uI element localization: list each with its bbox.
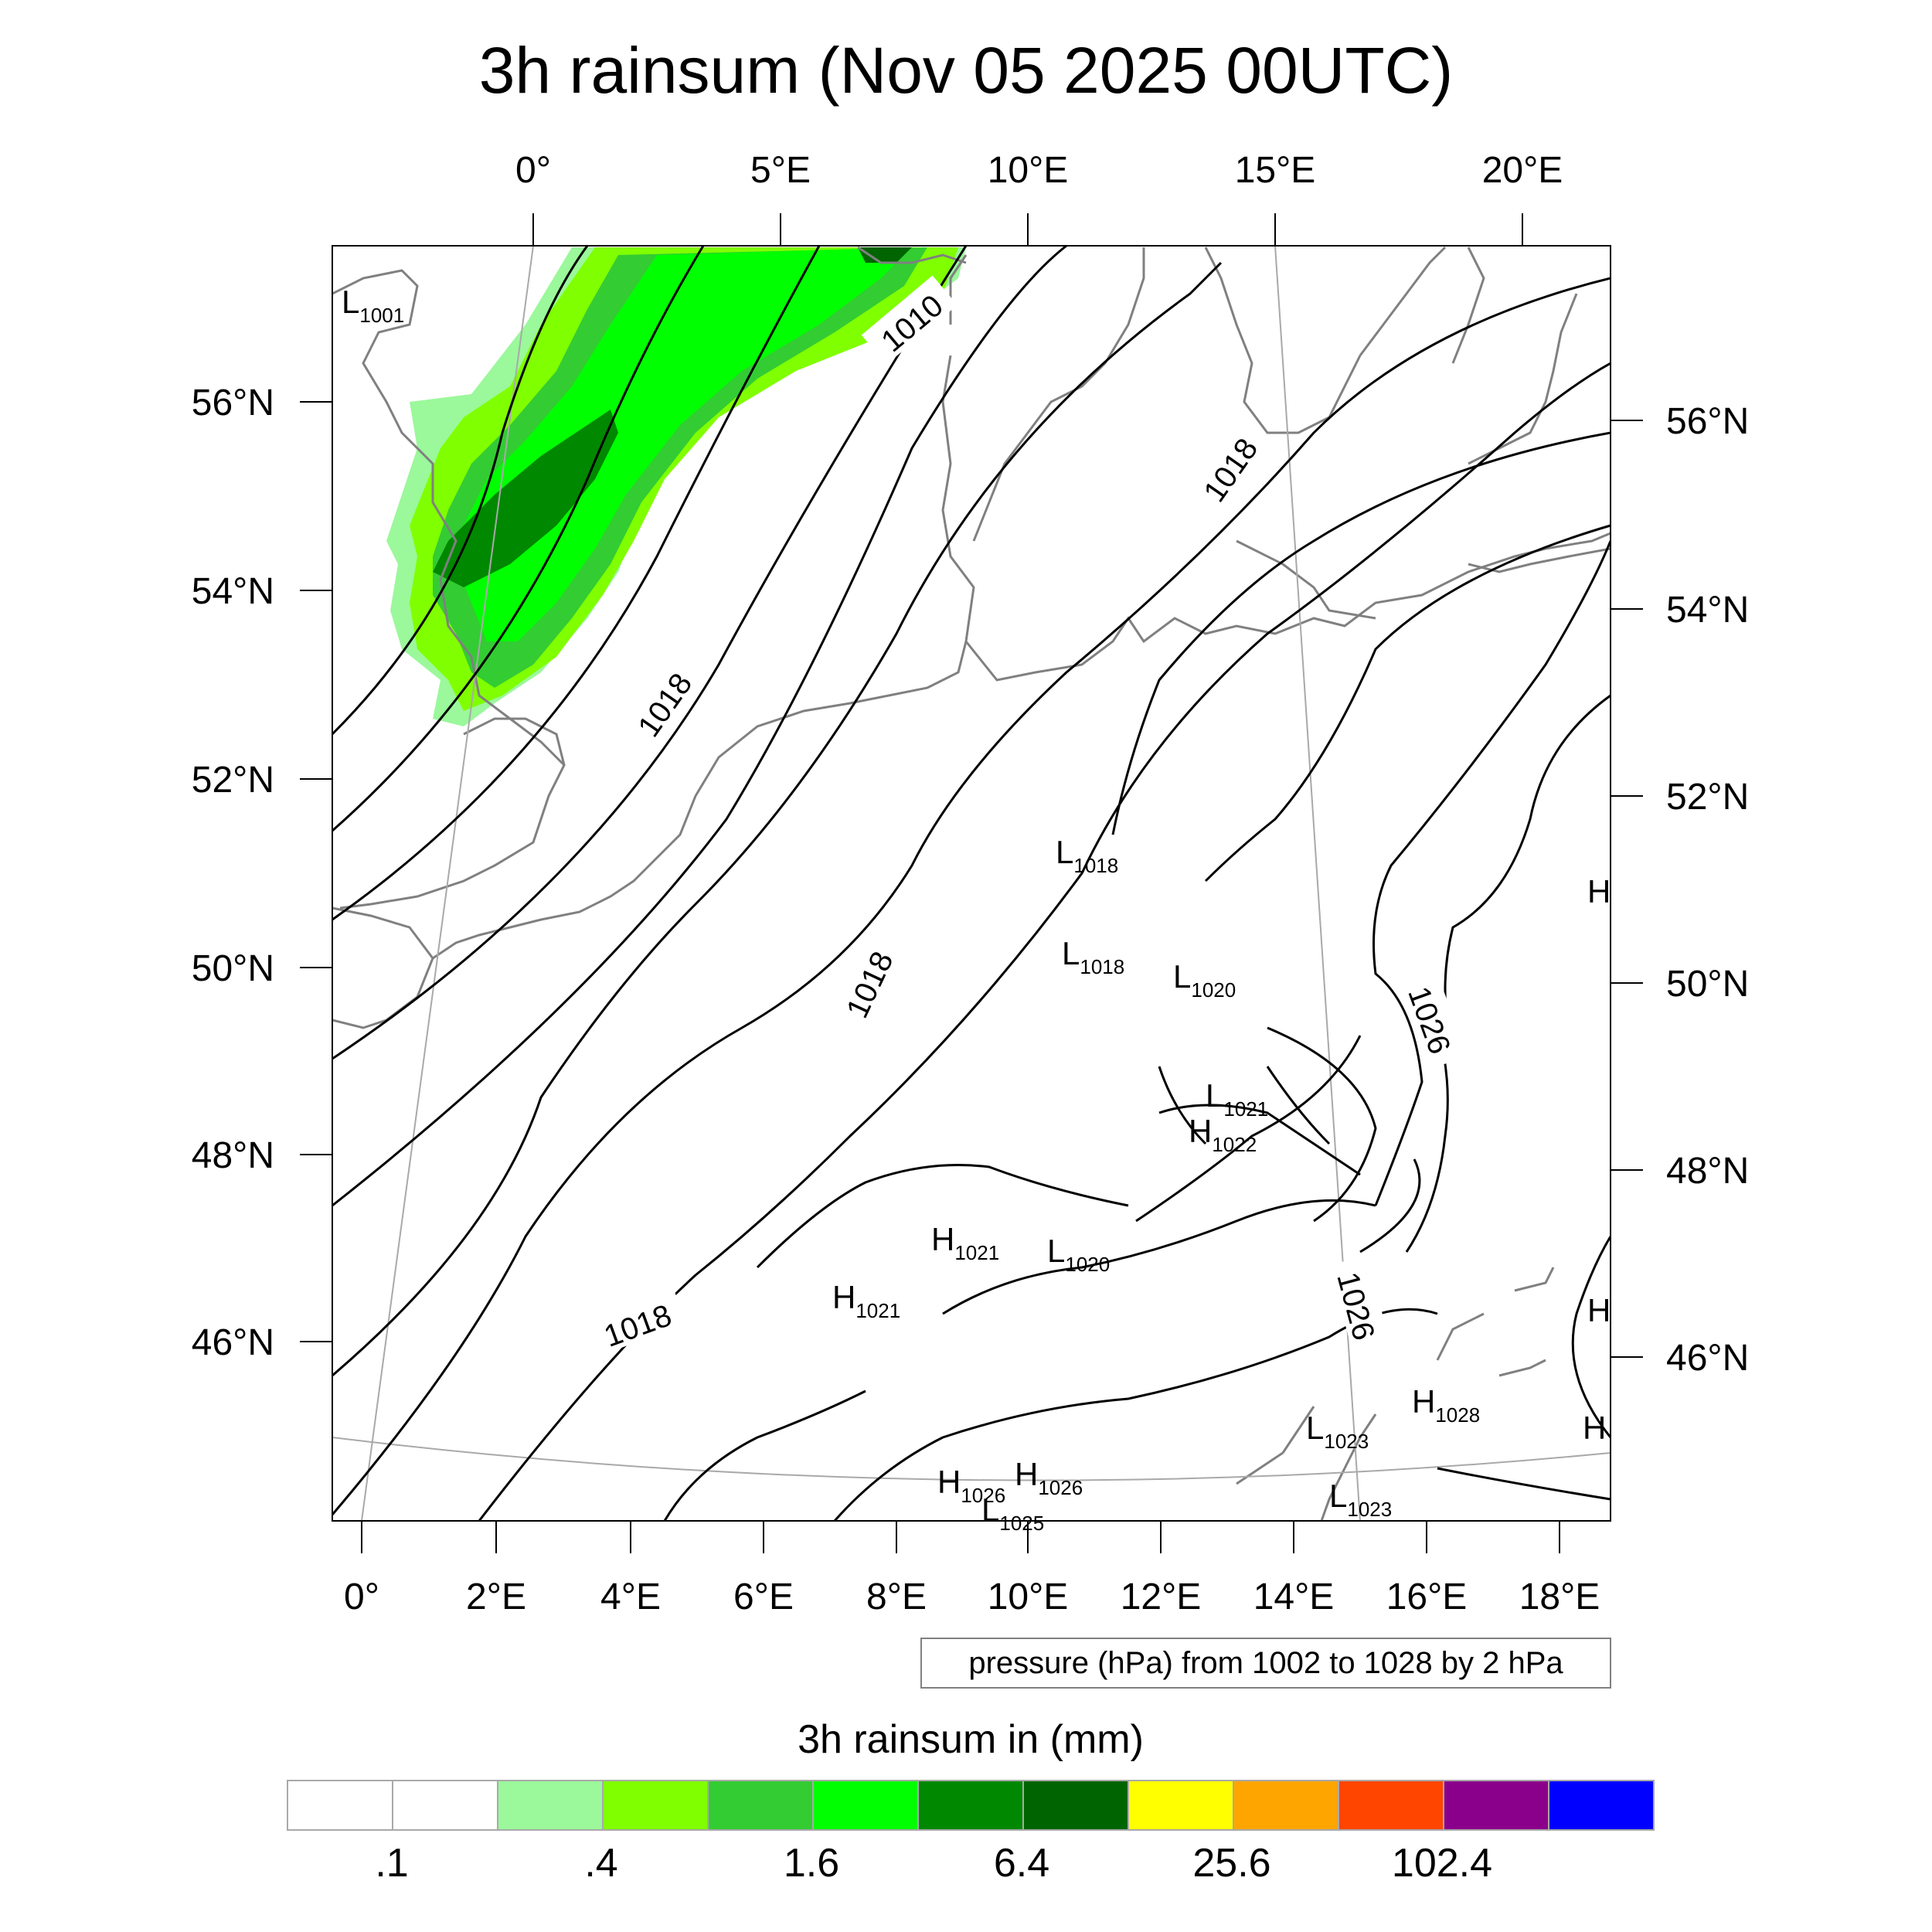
right-latitude-label: 52°N xyxy=(1666,777,1749,818)
top-longitude-label: 0° xyxy=(515,150,551,191)
colorbar: 3h rainsum in (mm) .1 .4 1.6 6.4 25.6 10… xyxy=(287,1717,1655,1886)
top-longitude-label: 20°E xyxy=(1482,150,1563,191)
bottom-longitude-label: 4°E xyxy=(600,1577,661,1617)
pressure-centers: L1001 L1018 L1018 L1020 L1021 H1022 H102… xyxy=(342,284,1611,1535)
pressure-center-marker: L1001 xyxy=(342,284,404,327)
pressure-center-marker: H1028 xyxy=(1412,1383,1480,1427)
right-latitude-label: 46°N xyxy=(1666,1338,1749,1379)
pressure-center-marker: L1018 xyxy=(1062,935,1124,978)
bottom-longitude-label: 14°E xyxy=(1253,1577,1335,1617)
colorbar-tick-label: .1 xyxy=(375,1841,408,1886)
pressure-center-marker: H1021 xyxy=(832,1279,900,1322)
left-latitude-label: 52°N xyxy=(192,760,274,801)
colorbar-swatch xyxy=(1022,1780,1129,1831)
pressure-center-marker: H1021 xyxy=(931,1221,999,1264)
colorbar-boxes xyxy=(287,1780,1655,1831)
rain-area xyxy=(386,247,966,726)
colorbar-swatch xyxy=(1338,1780,1444,1831)
pressure-center-marker: H xyxy=(1587,1292,1611,1328)
colorbar-tick-label: 102.4 xyxy=(1392,1841,1492,1886)
left-latitude-label: 50°N xyxy=(192,948,274,989)
pressure-center-marker: H1026 xyxy=(937,1464,1005,1507)
pressure-center-marker: L1021 xyxy=(1206,1077,1268,1121)
left-latitude-label: 48°N xyxy=(192,1135,274,1176)
colorbar-swatch xyxy=(602,1780,709,1831)
rain-bright-area xyxy=(456,247,912,641)
right-latitude-label: 50°N xyxy=(1666,964,1749,1005)
colorbar-tick-label: 1.6 xyxy=(784,1841,839,1886)
colorbar-swatch xyxy=(1548,1780,1655,1831)
colorbar-swatch xyxy=(707,1780,814,1831)
right-latitude-label: 48°N xyxy=(1666,1151,1749,1192)
top-longitude-label: 10°E xyxy=(988,150,1069,191)
bottom-longitude-label: 0° xyxy=(344,1577,379,1617)
colorbar-tick-label: 25.6 xyxy=(1192,1841,1270,1886)
top-longitude-label: 15°E xyxy=(1235,150,1316,191)
left-latitude-label: 54°N xyxy=(192,571,274,612)
map-title: 3h rainsum (Nov 05 2025 00UTC) xyxy=(479,34,1454,107)
colorbar-swatch xyxy=(497,1780,604,1831)
bottom-longitude-label: 12°E xyxy=(1121,1577,1202,1617)
rain-dark-area xyxy=(433,410,618,587)
colorbar-swatch xyxy=(812,1780,919,1831)
bottom-longitude-axis: 0° 2°E 4°E 6°E 8°E 10°E 12°E 14°E 16°E 1… xyxy=(344,1521,1600,1617)
pressure-legend-note: pressure (hPa) from 1002 to 1028 by 2 hP… xyxy=(920,1638,1611,1689)
bottom-longitude-label: 10°E xyxy=(988,1577,1069,1617)
colorbar-title: 3h rainsum in (mm) xyxy=(798,1717,1144,1762)
pressure-center-marker: L1018 xyxy=(1056,834,1118,877)
left-latitude-axis: 56°N 54°N 52°N 50°N 48°N 46°N xyxy=(192,383,332,1363)
pressure-center-marker: H1022 xyxy=(1189,1113,1257,1156)
top-longitude-label: 5°E xyxy=(750,150,811,191)
bottom-longitude-label: 16°E xyxy=(1386,1577,1468,1617)
pressure-legend-text: pressure (hPa) from 1002 to 1028 by 2 hP… xyxy=(968,1646,1563,1680)
left-latitude-label: 46°N xyxy=(192,1322,274,1363)
pressure-center-marker: L1023 xyxy=(1329,1478,1392,1521)
pressure-center-marker: L1023 xyxy=(1306,1410,1369,1453)
bottom-longitude-label: 2°E xyxy=(466,1577,526,1617)
right-latitude-axis: 56°N 54°N 52°N 50°N 48°N 46°N xyxy=(1611,401,1749,1379)
map-panel: 1010 1018 1018 1018 1018 1026 xyxy=(332,245,1611,1535)
bottom-longitude-label: 18°E xyxy=(1519,1577,1600,1617)
colorbar-swatch xyxy=(1128,1780,1234,1831)
map-border xyxy=(332,245,1611,1522)
colorbar-swatch xyxy=(392,1780,498,1831)
pressure-center-marker: L1020 xyxy=(1173,958,1236,1002)
bottom-longitude-label: 8°E xyxy=(866,1577,927,1617)
colorbar-swatch xyxy=(1233,1780,1339,1831)
left-latitude-label: 56°N xyxy=(192,383,274,423)
pressure-center-marker: H xyxy=(1583,1410,1606,1446)
colorbar-swatch xyxy=(917,1780,1024,1831)
pressure-center-marker: H1026 xyxy=(1015,1456,1083,1499)
colorbar-tick-label: 6.4 xyxy=(994,1841,1049,1886)
pressure-center-marker: H xyxy=(1587,873,1611,910)
bottom-longitude-label: 6°E xyxy=(733,1577,794,1617)
right-latitude-label: 54°N xyxy=(1666,590,1749,631)
rain-darkest-area xyxy=(858,247,912,263)
colorbar-swatch xyxy=(1443,1780,1549,1831)
colorbar-tick-label: .4 xyxy=(584,1841,617,1886)
top-longitude-axis: 0° 5°E 10°E 15°E 20°E xyxy=(515,150,1563,246)
pressure-center-marker: L1025 xyxy=(981,1492,1044,1535)
colorbar-swatch xyxy=(287,1780,393,1831)
pressure-center-marker: L1020 xyxy=(1047,1233,1110,1276)
isobars xyxy=(332,246,1611,1521)
right-latitude-label: 56°N xyxy=(1666,401,1749,442)
